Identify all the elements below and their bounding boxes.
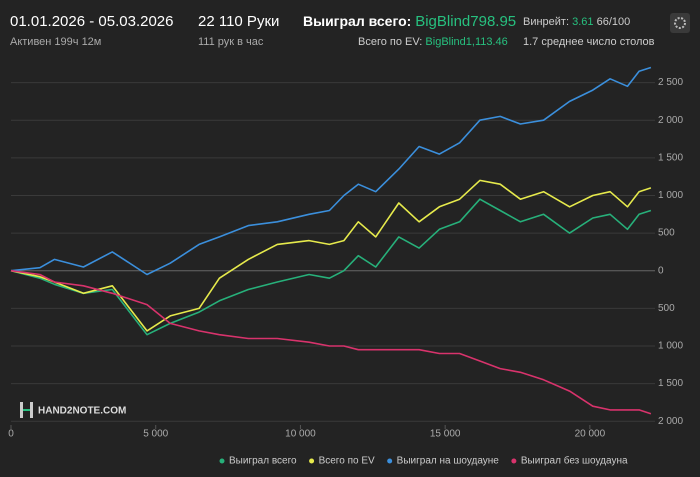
legend-marker <box>219 458 225 464</box>
y-tick-label: 1 000 <box>658 341 683 352</box>
won-label: Выиграл всего: BigBlind798.95 <box>303 13 516 30</box>
winrate-unit: 66/100 <box>597 16 631 28</box>
winrate-value: 3.61 <box>572 16 593 28</box>
ev-value: BigBlind1,113.46 <box>425 36 507 48</box>
series-line <box>10 66 652 276</box>
winrate-label: Винрейт: <box>523 16 569 28</box>
x-tick-label: 5 000 <box>143 429 168 440</box>
settings-icon[interactable] <box>674 17 686 29</box>
x-tick-label: 15 000 <box>430 429 461 440</box>
logo: HAND2NOTE.COM <box>20 402 126 418</box>
series-line <box>10 269 652 415</box>
legend-label: Всего по EV <box>319 456 375 467</box>
series-line <box>10 179 652 332</box>
series-line <box>10 198 652 336</box>
plot: 2 500 2 000 1 500 1 000 500 0 500 1 000 1 500 2 0… <box>8 66 683 467</box>
won-label-text: Выиграл всего: <box>303 13 411 29</box>
logo-bar <box>20 402 23 418</box>
ev-label-text: Всего по EV: <box>358 36 422 48</box>
logo-text: HAND2NOTE.COM <box>38 406 126 417</box>
ev-label: Всего по EV: BigBlind1,113.46 <box>358 36 508 48</box>
logo-bar <box>30 402 33 418</box>
y-tick-label: 500 <box>658 303 675 314</box>
y-tick-label: 0 <box>658 265 664 276</box>
legend-marker <box>511 458 517 464</box>
settings-button[interactable] <box>670 13 690 33</box>
won-value: BigBlind798.95 <box>415 13 516 30</box>
legend-label: Выиграл на шоудауне <box>397 456 500 467</box>
legend-label: Выиграл без шоудауна <box>521 455 628 467</box>
tables: 1.7 среднее число столов <box>523 36 655 48</box>
logo-bar <box>23 409 30 411</box>
y-tick-label: 1 500 <box>658 378 683 389</box>
y-tick-label: 500 <box>658 228 675 239</box>
legend-marker <box>309 458 315 464</box>
x-tick-label: 10 000 <box>285 429 316 440</box>
y-tick-label: 2 000 <box>658 115 683 126</box>
active-time: Активен 199ч 12м <box>10 36 101 48</box>
y-tick-label: 2 000 <box>658 416 683 427</box>
settings-bg[interactable] <box>670 13 690 33</box>
hands: 22 110 Руки <box>198 13 279 30</box>
y-tick-label: 1 500 <box>658 152 683 163</box>
x-tick-label: 20 000 <box>575 429 606 440</box>
y-tick-label: 2 500 <box>658 77 683 88</box>
hands-per-hour: 111 рук в час <box>198 36 264 48</box>
date-range: 01.01.2026 - 05.03.2026 <box>10 13 173 30</box>
winrate: Винрейт: 3.61 66/100 <box>523 16 630 28</box>
y-tick-label: 1 000 <box>658 190 683 201</box>
legend-label: Выиграл всего <box>229 456 297 467</box>
x-tick-label: 0 <box>8 429 14 440</box>
legend-marker <box>387 458 393 464</box>
